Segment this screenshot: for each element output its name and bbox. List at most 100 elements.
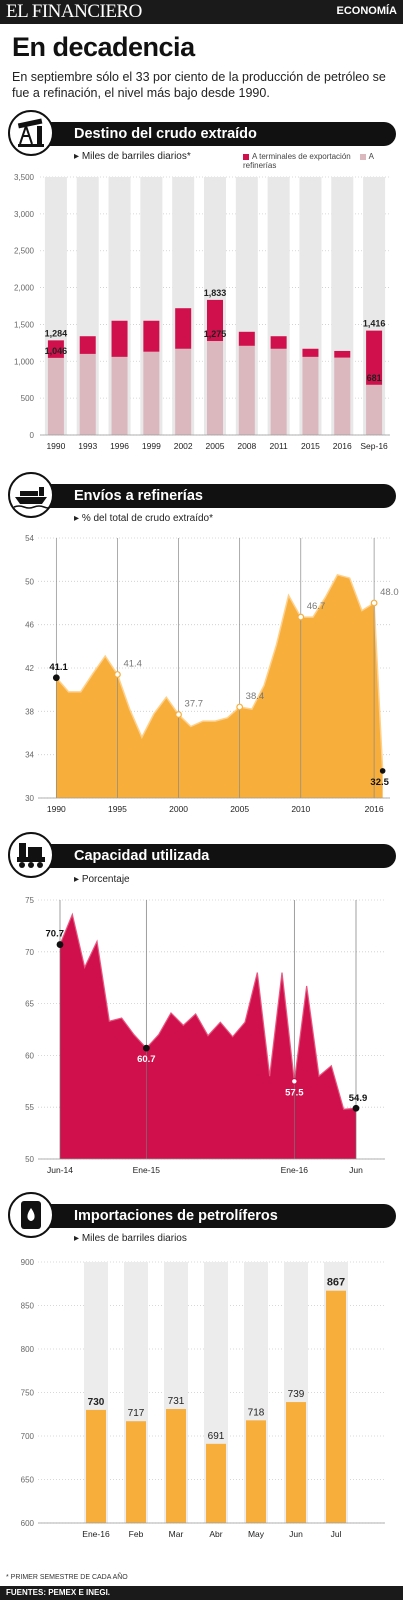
x-tick-label: 2005 [230,804,249,814]
bar-refineries [47,357,64,435]
oil-pump-icon [8,110,54,156]
x-tick-label: 2005 [206,441,225,451]
bar-refineries [270,348,287,435]
footnote: * PRIMER SEMESTRE DE CADA AÑO [6,1574,128,1581]
section-title-bar-2: Envíos a refinerías [26,484,396,508]
x-tick-label: Jun-14 [47,1165,73,1175]
data-label: 1,833 [204,288,227,298]
chart-3-title: Capacidad utilizada [74,848,210,864]
chart-4-unit-label: ▸ Miles de barriles diarios [74,1233,187,1244]
legend-label-export: A terminales de exportación [252,152,351,161]
area-fill [60,914,356,1159]
bar-refineries [238,345,255,435]
y-tick-label: 2,500 [14,247,35,256]
legend-item-export: A terminales de exportación [243,152,351,161]
y-tick-label: 3,000 [14,210,35,219]
chart-1-legend: A terminales de exportación A refinerías [243,152,403,170]
chart-3-area: 50 55 60 65 70 75 Jun-14 Ene-15 Ene-16 Jun 70.7 60.… [25,896,385,1175]
y-tick-label: 50 [25,577,34,586]
tanker-ship-icon [8,472,54,518]
refinery-icon [8,832,54,878]
logo[interactable]: EL FINANCIERO [6,1,142,22]
x-tick-label: 2016 [365,804,384,814]
bar-export [302,348,319,357]
chart-2-unit-text: % del total de crudo extraído* [81,513,214,524]
y-tick-label: 46 [25,621,34,630]
data-label: 32.5 [370,777,389,788]
y-tick-label: 55 [25,1103,34,1112]
bar-export [143,320,160,352]
chart-2-area: 30 34 38 42 46 50 54 1990 1995 2000 2005 2010 2016 41… [25,534,399,814]
x-tick-label: May [248,1529,265,1539]
legend-label-refineries: A refinerías [243,152,374,170]
x-tick-label: Ene-15 [133,1165,161,1175]
y-tick-label: 34 [25,751,34,760]
x-tick-label: 1999 [142,441,161,451]
y-tick-label: 75 [25,896,34,905]
data-label: 681 [367,373,382,383]
chart-4-bars: 600 650 700 750 800 850 900 730 Ene-16 717 Feb 731 M… [21,1258,385,1539]
x-tick-label: 1990 [47,804,66,814]
x-tick-label: Jul [331,1529,342,1539]
area-line [59,912,357,1110]
data-point [352,1104,360,1112]
data-label: 1,416 [363,319,386,329]
area-line [55,573,384,771]
data-point [56,941,64,948]
chart-4-title: Importaciones de petrolíferos [74,1208,278,1224]
legend-swatch-refineries [359,153,366,160]
masthead: EL FINANCIERO ECONOMÍA [0,0,403,24]
bar-refineries [366,384,383,435]
bar [126,1421,146,1523]
bar-refineries [175,348,192,435]
x-tick-label: Ene-16 [281,1165,309,1175]
y-tick-label: 500 [21,394,35,403]
data-label: 41.4 [123,659,142,670]
data-label: 48.0 [380,587,399,598]
x-tick-label: 2010 [291,804,310,814]
chart-2-title: Envíos a refinerías [74,488,203,504]
sources-bar: FUENTES: PEMEX E INEGI. [0,1586,403,1600]
data-label: 46.7 [307,601,326,612]
headline: En decadencia [12,32,195,62]
x-tick-label: Jun [349,1165,363,1175]
x-tick-label: Feb [129,1529,144,1539]
bar-export [47,340,64,358]
chart-1-unit-label: ▸ Miles de barriles diarios* [74,151,191,162]
data-point [297,613,305,621]
data-label: 730 [88,1397,105,1408]
data-label: 739 [288,1389,305,1400]
x-tick-label: 2016 [333,441,352,451]
chart-1-unit-text: Miles de barriles diarios* [81,151,191,162]
bar-export [366,330,383,385]
bar-export [111,320,128,357]
chart-3-unit-label: ▸ Porcentaje [74,874,130,885]
bar [86,1409,106,1523]
chart-3-unit-text: Porcentaje [81,874,130,885]
x-tick-label: 2015 [301,441,320,451]
y-tick-label: 700 [21,1432,35,1441]
y-tick-label: 38 [25,707,34,716]
data-label: 731 [168,1396,185,1407]
data-label: 41.1 [49,662,68,673]
data-point [114,671,121,678]
bar [166,1409,186,1523]
data-label: 867 [327,1277,345,1289]
y-tick-label: 800 [21,1345,35,1354]
data-point [175,711,182,718]
x-tick-label: Sep-16 [360,441,388,451]
y-tick-label: 50 [25,1155,34,1164]
data-label: 718 [248,1407,265,1418]
data-point [290,1077,298,1085]
data-point-final [379,768,386,774]
data-point [236,703,244,711]
bar-refineries [207,341,223,435]
section-label[interactable]: ECONOMÍA [336,5,398,17]
legend-swatch-export [243,153,249,160]
bar [206,1443,226,1523]
x-tick-label: 1990 [46,441,65,451]
oil-barrel-icon [8,1192,54,1238]
bar [286,1402,306,1523]
y-tick-label: 2,000 [14,284,35,293]
x-tick-label: Mar [169,1529,184,1539]
